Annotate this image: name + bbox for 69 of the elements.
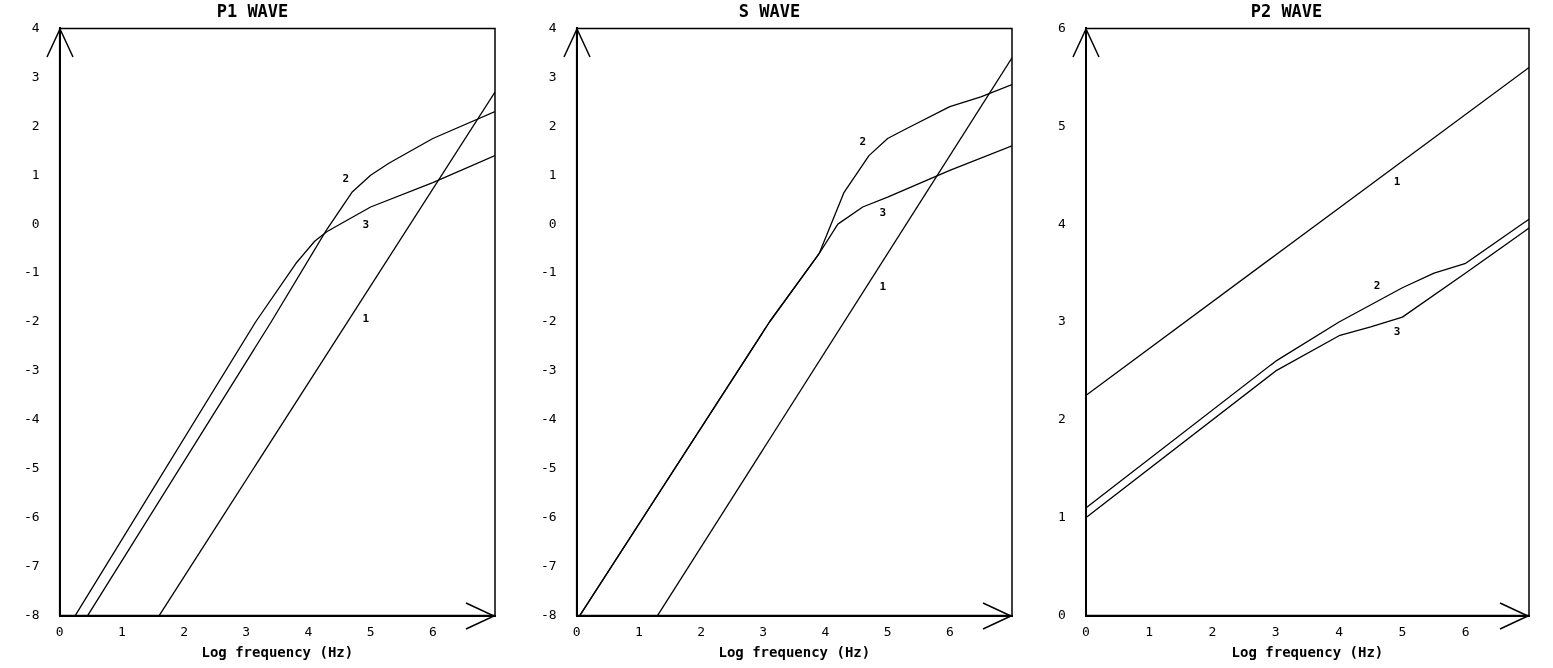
y-tick-label: -4	[541, 411, 557, 427]
x-tick-label: 0	[572, 623, 581, 639]
x-tick-label: 2	[1208, 623, 1217, 639]
chart-title: P1 WAVE	[216, 0, 289, 21]
x-tick-label: 1	[634, 623, 643, 639]
series-label: 3	[879, 205, 886, 219]
x-tick-label: 6	[1461, 623, 1470, 639]
y-tick-label: -7	[541, 558, 557, 574]
x-tick-label: 4	[304, 623, 313, 639]
y-tick-label: -1	[24, 264, 40, 280]
x-tick-label: 3	[759, 623, 768, 639]
x-tick-label: 3	[242, 623, 251, 639]
y-tick-label: 6	[1058, 19, 1066, 35]
y-tick-label: -5	[541, 460, 557, 476]
y-tick-label: -3	[24, 362, 40, 378]
x-tick-label: 5	[1398, 623, 1407, 639]
x-axis-title: Log frequency (Hz)	[718, 644, 871, 661]
x-axis-title: Log frequency (Hz)	[201, 644, 354, 661]
x-tick-label: 2	[180, 623, 188, 639]
y-tick-label: 3	[1058, 313, 1066, 329]
y-tick-label: 3	[31, 68, 40, 84]
y-tick-label: -8	[541, 606, 557, 622]
y-tick-label: -2	[24, 313, 40, 329]
y-tick-label: -7	[24, 558, 40, 574]
y-tick-label: -1	[541, 264, 557, 280]
series-label: 2	[1373, 278, 1381, 292]
y-tick-label: 4	[31, 19, 40, 35]
x-tick-label: 6	[428, 623, 437, 639]
y-tick-label: -5	[24, 460, 40, 476]
series-label: 1	[879, 279, 887, 293]
chart-title: P2 WAVE	[1250, 0, 1323, 21]
series-label: 1	[362, 312, 370, 326]
series-label: 2	[342, 171, 349, 185]
x-tick-label: 1	[1145, 623, 1154, 639]
x-tick-label: 0	[55, 623, 64, 639]
series-label: 3	[362, 218, 369, 232]
x-tick-label: 5	[366, 623, 375, 639]
y-tick-label: 2	[548, 117, 557, 133]
x-tick-label: 5	[883, 623, 892, 639]
series-label: 2	[859, 135, 866, 149]
y-tick-label: 0	[1058, 606, 1066, 622]
y-tick-label: -6	[24, 509, 40, 525]
y-tick-label: 4	[548, 19, 557, 35]
x-tick-label: 0	[1081, 623, 1090, 639]
y-tick-label: 2	[31, 117, 40, 133]
y-tick-label: -8	[24, 606, 40, 622]
y-tick-label: -6	[541, 509, 557, 525]
y-tick-label: 2	[1058, 411, 1066, 427]
x-tick-label: 3	[1271, 623, 1280, 639]
y-tick-label: 1	[31, 166, 40, 182]
series-label: 3	[1393, 324, 1401, 338]
series-label: 1	[1393, 175, 1401, 189]
y-tick-label: -2	[541, 313, 557, 329]
y-tick-label: 4	[1058, 215, 1066, 231]
x-axis-title: Log frequency (Hz)	[1231, 644, 1384, 661]
y-tick-label: -4	[24, 411, 40, 427]
y-tick-label: 3	[548, 68, 557, 84]
y-tick-label: 0	[548, 215, 557, 231]
x-tick-label: 1	[117, 623, 126, 639]
chart-title: S WAVE	[738, 0, 801, 21]
x-tick-label: 4	[821, 623, 830, 639]
x-tick-label: 2	[697, 623, 705, 639]
y-tick-label: 1	[1058, 509, 1066, 525]
y-tick-label: 0	[31, 215, 40, 231]
y-tick-label: 5	[1058, 117, 1066, 133]
x-tick-label: 4	[1335, 623, 1344, 639]
x-tick-label: 6	[945, 623, 954, 639]
y-tick-label: -3	[541, 362, 557, 378]
y-tick-label: 1	[548, 166, 557, 182]
